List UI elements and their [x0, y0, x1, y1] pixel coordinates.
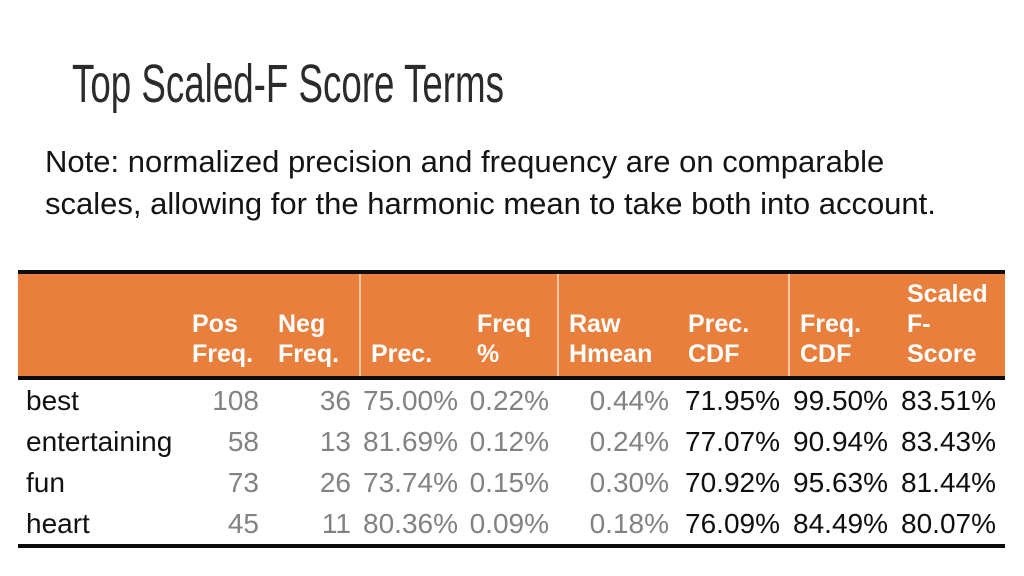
table-row: heart 45 11 80.36% 0.09% 0.18% 76.09% 84… [18, 503, 1005, 548]
cell-freq-pct: 0.12% [469, 426, 549, 457]
table-row: fun 73 26 73.74% 0.15% 0.30% 70.92% 95.6… [18, 462, 1005, 503]
cell-pos-freq: 108 [212, 385, 259, 416]
cell-pos-freq: 73 [227, 467, 259, 498]
cell-term: heart [18, 503, 182, 548]
cell-neg-freq: 36 [319, 385, 351, 416]
cell-term: best [26, 385, 79, 416]
cell-term: entertaining [26, 426, 173, 457]
table-row: entertaining 58 13 81.69% 0.12% 0.24% 77… [18, 421, 1005, 462]
note-text: Note: normalized precision and frequency… [45, 141, 936, 225]
cell-prec: 75.00% [363, 385, 458, 416]
cell-term: fun [26, 467, 65, 498]
cell-raw-hmean: 0.44% [589, 385, 669, 416]
cell-scaled-f-score: 83.43% [901, 426, 996, 457]
cell-prec-cdf: 70.92% [685, 467, 780, 498]
cell-scaled-f-score: 81.44% [901, 467, 996, 498]
cell-freq-cdf: 84.49% [789, 503, 897, 548]
cell-pos-freq: 45 [182, 503, 268, 548]
cell-neg-freq: 13 [319, 426, 351, 457]
column-header-neg-freq: Neg Freq. [268, 270, 360, 380]
column-header-pos-freq: Pos Freq. [182, 270, 268, 380]
cell-neg-freq: 26 [319, 467, 351, 498]
cell-prec: 73.74% [363, 467, 458, 498]
cell-prec-cdf: 76.09% [678, 503, 789, 548]
cell-prec: 81.69% [363, 426, 458, 457]
table-row: best 108 36 75.00% 0.22% 0.44% 71.95% 99… [18, 378, 1005, 421]
header-row: Pos Freq. Neg Freq. Prec. Freq% Raw Hmean P… [18, 270, 1005, 380]
column-header-freq-cdf: Freq. CDF [788, 270, 897, 380]
column-header-freq-pct: Freq% [467, 270, 558, 380]
cell-raw-hmean: 0.18% [558, 503, 678, 548]
cell-freq-cdf: 90.94% [793, 426, 888, 457]
cell-freq-pct: 0.15% [469, 467, 549, 498]
cell-scaled-f-score: 80.07% [897, 503, 1005, 548]
cell-raw-hmean: 0.30% [589, 467, 669, 498]
column-header-raw-hmean: Raw Hmean [557, 270, 678, 380]
cell-raw-hmean: 0.24% [589, 426, 669, 457]
cell-prec-cdf: 77.07% [685, 426, 780, 457]
cell-prec-cdf: 71.95% [685, 385, 780, 416]
column-header-scaled-f-score: Scaled F-Score [897, 270, 1005, 380]
cell-freq-pct: 0.09% [467, 503, 558, 548]
cell-freq-pct: 0.22% [469, 385, 549, 416]
cell-prec: 80.36% [360, 503, 467, 548]
scaled-f-score-table: Pos Freq. Neg Freq. Prec. Freq% Raw Hmean P… [18, 270, 1005, 548]
cell-freq-cdf: 95.63% [793, 467, 888, 498]
cell-scaled-f-score: 83.51% [901, 385, 996, 416]
slide-title: Top Scaled-F Score Terms [72, 54, 504, 114]
note-line-1: Note: normalized precision and frequency… [45, 144, 885, 179]
cell-freq-cdf: 99.50% [793, 385, 888, 416]
column-header-prec: Prec. [359, 270, 467, 380]
cell-neg-freq: 11 [268, 503, 360, 548]
note-line-2: scales, allowing for the harmonic mean t… [45, 186, 936, 221]
cell-pos-freq: 58 [227, 426, 259, 457]
column-header-prec-cdf: Prec. CDF [678, 270, 789, 380]
column-header-term [18, 270, 182, 380]
